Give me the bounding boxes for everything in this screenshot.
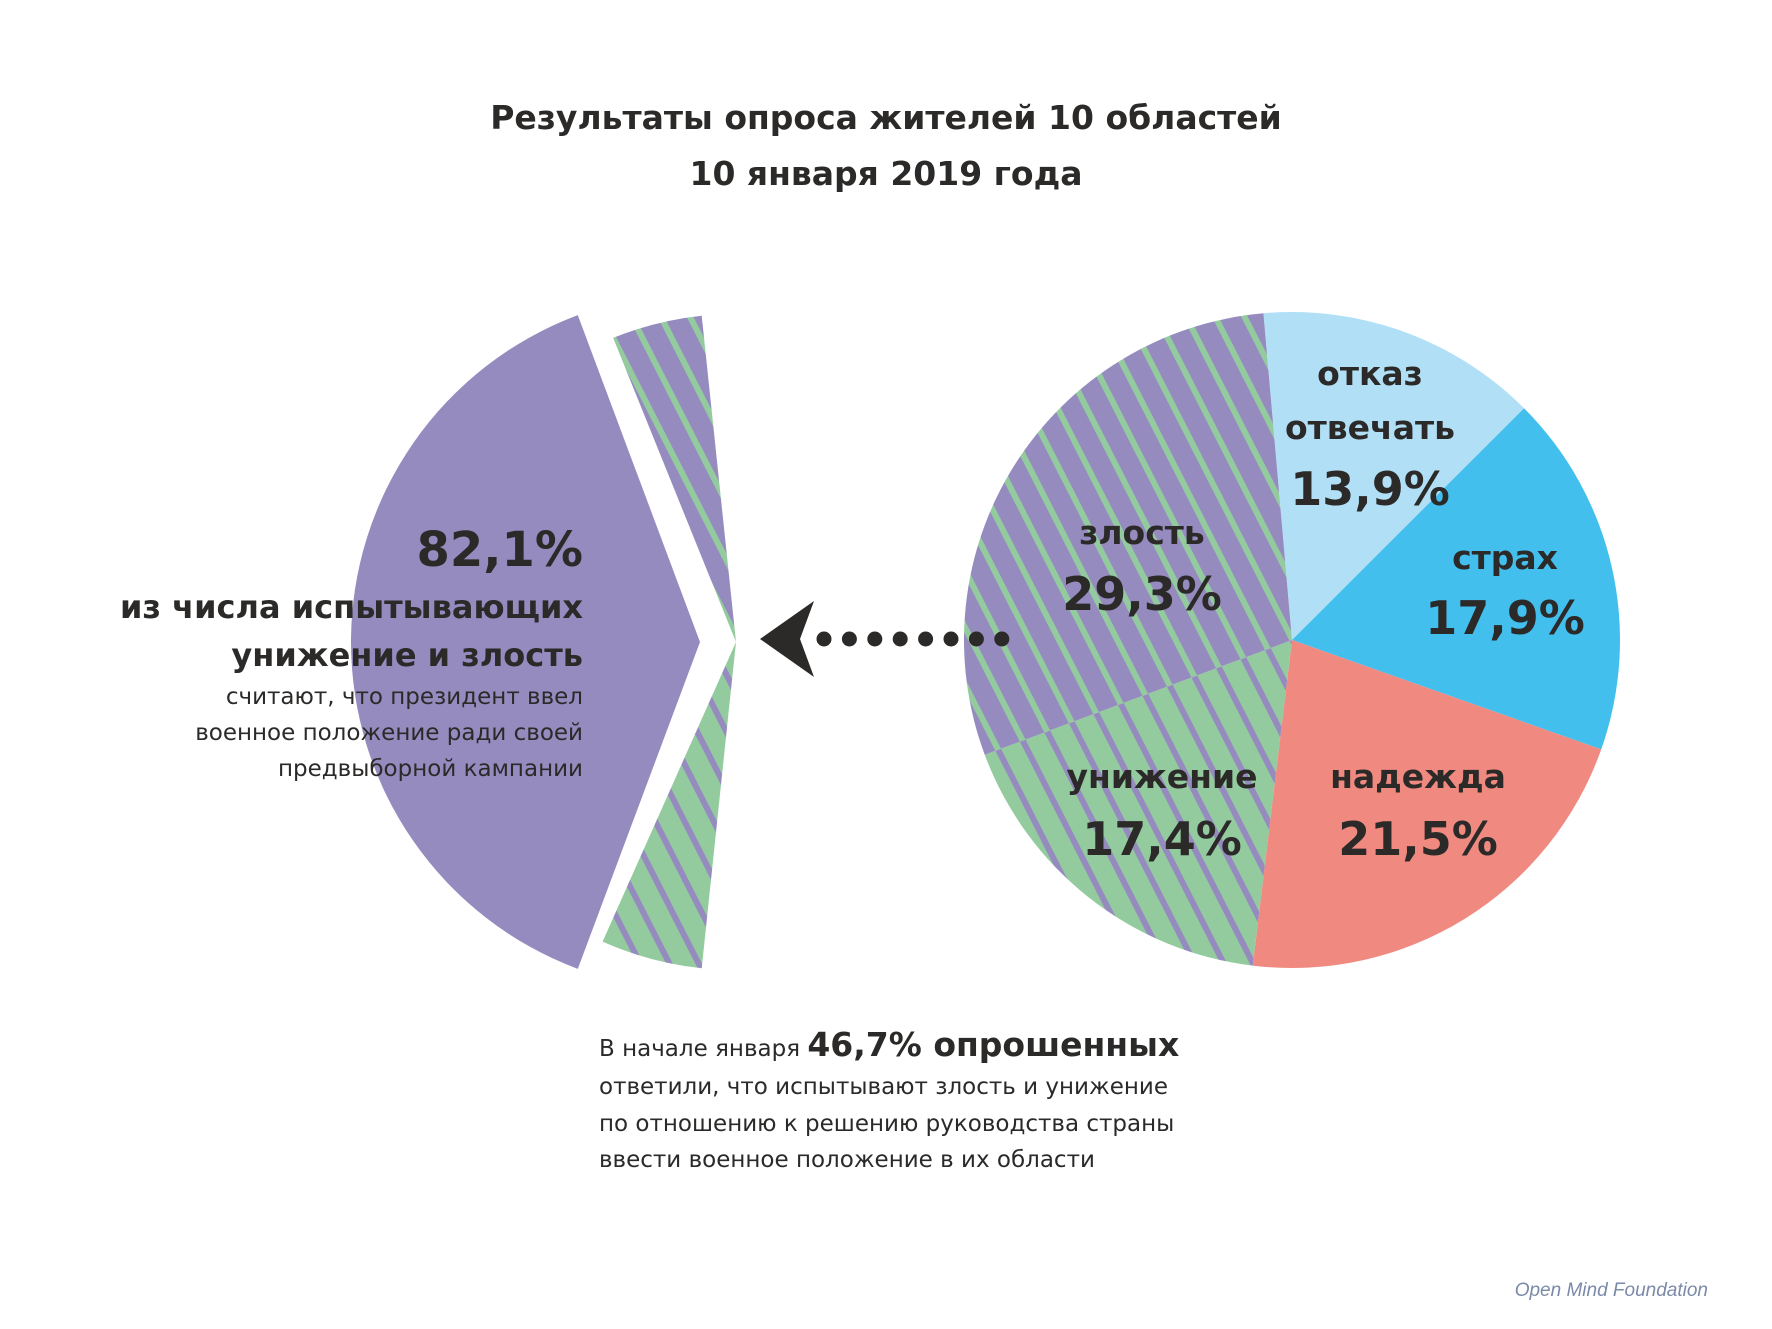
value-unizhenie: 17,4% [1082, 812, 1242, 866]
arrow-dot [841, 631, 857, 647]
arrow [760, 601, 1010, 677]
slice-labels: отказ отвечать 13,9% страх 17,9% надежда… [1062, 354, 1585, 866]
breakdown-value: 82,1% [416, 522, 583, 578]
breakdown-slice-zlost-remainder [613, 315, 736, 642]
label-otkaz: отказ [1317, 354, 1423, 393]
chart-title-line1: Результаты опроса жителей 10 областей [490, 98, 1282, 137]
breakdown-slice-main [351, 315, 700, 969]
pie-slice-2 [1252, 640, 1602, 968]
arrow-head-icon [760, 601, 814, 677]
value-strakh: 17,9% [1425, 591, 1585, 645]
note-line-4: ввести военное положение в их области [599, 1147, 1095, 1173]
arrow-dot [918, 631, 934, 647]
arrow-dot [816, 631, 832, 647]
note-prefix: В начале января [599, 1036, 801, 1062]
pie-slice-4 [963, 313, 1292, 755]
arrow-dot [867, 631, 883, 647]
label-zlost: злость [1079, 513, 1205, 552]
label-unizhenie: унижение [1067, 757, 1258, 796]
value-nadezhda: 21,5% [1338, 812, 1498, 866]
breakdown-heading-1: из числа испытывающих [120, 588, 583, 626]
value-zlost: 29,3% [1062, 567, 1222, 621]
pie-slice-1 [1292, 408, 1620, 750]
breakdown-heading-2: унижение и злость [231, 636, 583, 674]
note-line-3: по отношению к решению руководства стран… [599, 1111, 1175, 1137]
breakdown-body-1: считают, что президент ввел [225, 684, 583, 710]
note-line-2: ответили, что испытывают злость и унижен… [599, 1074, 1169, 1100]
value-otkaz: 13,9% [1290, 462, 1450, 516]
breakdown-body-3: предвыборной кампании [277, 756, 583, 782]
label-otkaz-2: отвечать [1285, 408, 1455, 447]
chart-title-line2: 10 января 2019 года [689, 154, 1083, 193]
arrow-dot [892, 631, 908, 647]
breakdown-slice-unizhenie-remainder [602, 642, 736, 969]
arrow-dot [968, 631, 984, 647]
footer-credit: Open Mind Foundation [1514, 1280, 1708, 1301]
breakdown-pie [351, 315, 736, 969]
label-strakh: страх [1452, 538, 1558, 577]
arrow-dot [994, 631, 1010, 647]
main-pie [963, 312, 1620, 968]
note-line-1: В начале января 46,7% опрошенных [599, 1025, 1179, 1064]
note-highlight: 46,7% опрошенных [807, 1025, 1180, 1064]
arrow-dot [943, 631, 959, 647]
pie-slice-0 [1263, 312, 1525, 640]
pie-slice-3 [984, 640, 1292, 966]
label-nadezhda: надежда [1330, 757, 1506, 796]
breakdown-body-2: военное положение ради своей [195, 720, 583, 746]
